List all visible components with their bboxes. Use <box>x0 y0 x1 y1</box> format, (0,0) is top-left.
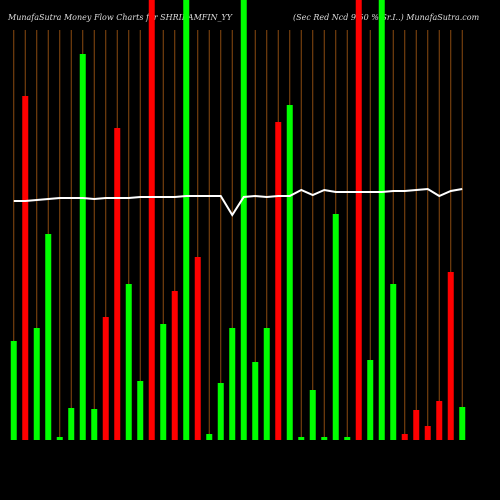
bar <box>79 54 86 440</box>
bar <box>22 96 29 440</box>
bar <box>390 284 397 440</box>
bar <box>56 437 63 440</box>
bar <box>148 0 155 440</box>
bar <box>229 328 236 440</box>
bar <box>355 0 362 440</box>
bar <box>413 410 420 440</box>
bar <box>206 434 213 440</box>
bar <box>68 408 75 440</box>
bar <box>263 328 270 440</box>
chart-subtitle: (Sec Red Ncd 9.50 % Sr.I..) MunafaSutra.… <box>293 13 480 22</box>
bar <box>436 401 443 440</box>
bar <box>344 437 351 440</box>
bar <box>114 128 121 440</box>
bar <box>286 105 293 440</box>
bar <box>183 0 190 440</box>
chart-title: MunafaSutra Money Flow Charts for SHRIRA… <box>7 13 233 22</box>
bar <box>171 291 178 440</box>
bar <box>378 0 385 440</box>
bar <box>309 390 316 440</box>
bar <box>10 341 17 440</box>
bar <box>33 328 40 440</box>
bar <box>125 284 132 440</box>
bar <box>459 407 466 440</box>
bar <box>401 434 408 440</box>
bar <box>102 317 109 440</box>
bar <box>298 437 305 440</box>
bar <box>160 324 167 440</box>
bar <box>275 122 282 440</box>
bar <box>91 409 98 440</box>
bar <box>240 0 247 440</box>
bar <box>217 383 224 440</box>
bar <box>367 360 374 440</box>
bar <box>137 381 144 440</box>
bar <box>194 257 201 440</box>
money-flow-line <box>13 187 463 217</box>
bar <box>424 426 431 440</box>
bar <box>332 214 339 440</box>
bar <box>45 234 52 440</box>
bar <box>252 362 259 440</box>
bar <box>447 272 454 440</box>
bar <box>321 437 328 440</box>
